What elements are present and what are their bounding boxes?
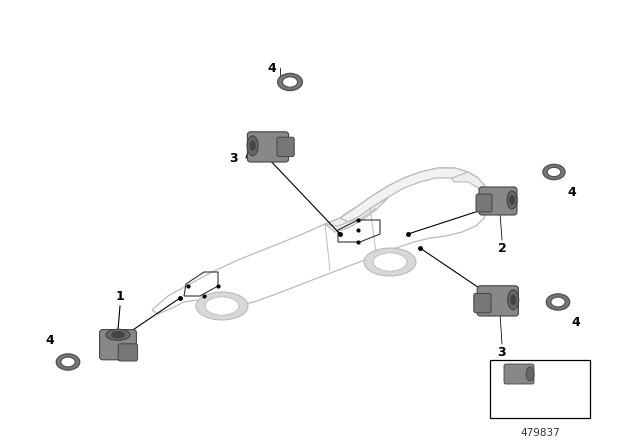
Ellipse shape — [106, 329, 130, 340]
Text: 1: 1 — [116, 289, 124, 302]
Ellipse shape — [547, 294, 570, 310]
FancyBboxPatch shape — [248, 132, 289, 162]
Ellipse shape — [247, 136, 258, 156]
Ellipse shape — [56, 354, 80, 370]
Polygon shape — [340, 168, 478, 222]
FancyBboxPatch shape — [476, 194, 492, 212]
Ellipse shape — [547, 167, 561, 177]
Text: 2: 2 — [498, 241, 506, 254]
FancyBboxPatch shape — [277, 137, 294, 157]
Ellipse shape — [111, 332, 125, 338]
Text: 4: 4 — [572, 315, 580, 328]
Ellipse shape — [509, 195, 515, 204]
Ellipse shape — [526, 367, 534, 381]
Text: 479837: 479837 — [520, 428, 560, 438]
Ellipse shape — [508, 290, 518, 310]
Ellipse shape — [511, 295, 516, 305]
FancyBboxPatch shape — [474, 293, 491, 313]
FancyBboxPatch shape — [100, 330, 136, 360]
Ellipse shape — [551, 297, 565, 307]
Ellipse shape — [278, 73, 302, 90]
FancyBboxPatch shape — [504, 364, 534, 384]
Ellipse shape — [282, 77, 298, 87]
Bar — [490, 360, 590, 418]
Polygon shape — [325, 208, 376, 232]
Polygon shape — [152, 168, 488, 314]
Text: 3: 3 — [230, 151, 238, 164]
Text: 4: 4 — [568, 185, 577, 198]
Text: 3: 3 — [498, 345, 506, 358]
Ellipse shape — [373, 253, 407, 271]
FancyBboxPatch shape — [477, 286, 518, 316]
Ellipse shape — [543, 164, 565, 180]
Text: 4: 4 — [268, 61, 276, 74]
FancyBboxPatch shape — [118, 344, 138, 361]
Ellipse shape — [507, 191, 517, 209]
Ellipse shape — [250, 141, 255, 151]
Polygon shape — [452, 172, 485, 188]
Ellipse shape — [61, 357, 76, 367]
Ellipse shape — [364, 248, 416, 276]
Text: 4: 4 — [45, 333, 54, 346]
Ellipse shape — [196, 292, 248, 320]
FancyBboxPatch shape — [479, 187, 517, 215]
Polygon shape — [325, 198, 388, 232]
Ellipse shape — [205, 297, 239, 315]
